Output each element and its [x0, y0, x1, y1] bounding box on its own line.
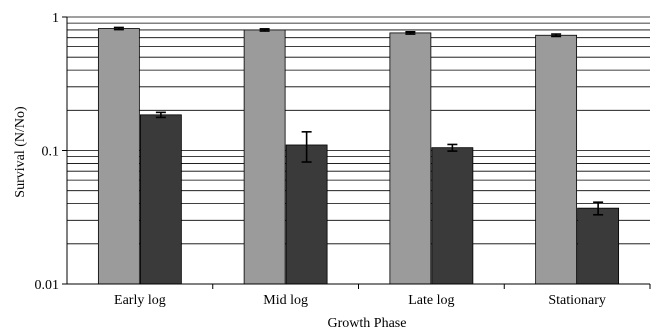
- bar-series1-mid-log: [243, 29, 286, 285]
- bar-series1-stationary: [535, 34, 578, 285]
- x-axis-title: Growth Phase: [328, 316, 407, 330]
- bars: [97, 26, 620, 285]
- x-tick-label: Early log: [114, 293, 166, 308]
- bar-series1-early-log: [97, 28, 140, 285]
- x-tick-label: Late log: [408, 293, 454, 308]
- y-tick-label: 0.01: [35, 278, 60, 293]
- bar-series1-late-log: [389, 32, 432, 285]
- x-tick-label: Stationary: [548, 293, 606, 308]
- bar-series2-stationary: [577, 207, 620, 285]
- y-axis-title: Survival (N/No): [13, 106, 28, 198]
- y-tick-labels: 0.01 0.1 1: [35, 11, 67, 293]
- bar-series2-late-log: [431, 147, 474, 285]
- x-tick-label: Mid log: [263, 293, 308, 308]
- bar-series2-mid-log: [285, 144, 328, 285]
- y-tick-label: 0.1: [42, 145, 60, 160]
- bar-series2-early-log: [139, 114, 182, 285]
- y-tick-label: 1: [52, 11, 59, 26]
- x-tick-labels: Early log Mid log Late log Stationary: [114, 284, 651, 308]
